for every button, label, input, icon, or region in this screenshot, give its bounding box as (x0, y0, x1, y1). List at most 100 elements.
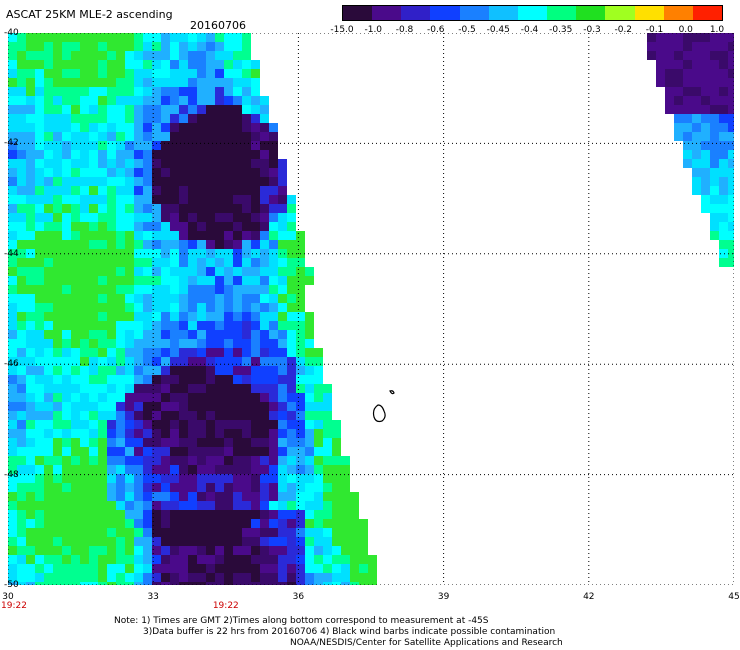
wind-cell (278, 285, 287, 294)
wind-cell (17, 294, 26, 303)
wind-cell (143, 114, 152, 123)
wind-cell (26, 249, 35, 258)
wind-cell (179, 330, 188, 339)
wind-cell (197, 87, 206, 96)
wind-cell (728, 87, 734, 96)
wind-cell (665, 105, 674, 114)
wind-cell (62, 60, 71, 69)
wind-cell (188, 150, 197, 159)
wind-cell (161, 276, 170, 285)
wind-cell (314, 510, 323, 519)
wind-cell (107, 483, 116, 492)
wind-cell (242, 447, 251, 456)
wind-cell (35, 60, 44, 69)
wind-cell (710, 123, 719, 132)
wind-cell (287, 258, 296, 267)
wind-cell (296, 501, 305, 510)
wind-cell (314, 474, 323, 483)
wind-cell (8, 321, 17, 330)
wind-cell (233, 285, 242, 294)
wind-cell (35, 114, 44, 123)
wind-cell (71, 303, 80, 312)
colorbar-segment (605, 6, 635, 20)
wind-cell (215, 258, 224, 267)
wind-cell (71, 249, 80, 258)
wind-cell (17, 438, 26, 447)
wind-cell (35, 267, 44, 276)
wind-cell (242, 438, 251, 447)
wind-cell (305, 510, 314, 519)
wind-cell (116, 267, 125, 276)
wind-cell (71, 78, 80, 87)
wind-cell (215, 420, 224, 429)
wind-cell (242, 312, 251, 321)
wind-cell (197, 213, 206, 222)
wind-cell (53, 123, 62, 132)
wind-cell (161, 195, 170, 204)
wind-cell (242, 150, 251, 159)
wind-cell (206, 51, 215, 60)
wind-cell (233, 78, 242, 87)
wind-cell (170, 123, 179, 132)
wind-cell (161, 285, 170, 294)
wind-cell (80, 285, 89, 294)
wind-cell (296, 492, 305, 501)
wind-cell (161, 375, 170, 384)
wind-cell (332, 492, 341, 501)
wind-cell (161, 168, 170, 177)
wind-cell (728, 240, 734, 249)
wind-cell (215, 285, 224, 294)
wind-cell (215, 393, 224, 402)
wind-cell (170, 402, 179, 411)
wind-cell (125, 141, 134, 150)
wind-cell (89, 321, 98, 330)
wind-cell (188, 465, 197, 474)
wind-cell (224, 132, 233, 141)
wind-cell (98, 96, 107, 105)
wind-cell (206, 456, 215, 465)
wind-cell (89, 555, 98, 564)
wind-cell (98, 87, 107, 96)
wind-cell (35, 321, 44, 330)
wind-cell (179, 483, 188, 492)
wind-cell (188, 366, 197, 375)
wind-cell (701, 123, 710, 132)
longitude-label: 42 (583, 592, 595, 602)
wind-cell (701, 69, 710, 78)
wind-cell (710, 204, 719, 213)
wind-cell (26, 546, 35, 555)
wind-cell (80, 186, 89, 195)
wind-cell (125, 573, 134, 582)
wind-cell (26, 348, 35, 357)
wind-cell (53, 33, 62, 42)
wind-cell (62, 204, 71, 213)
wind-cell (323, 528, 332, 537)
wind-cell (80, 519, 89, 528)
wind-cell (134, 411, 143, 420)
wind-cell (125, 51, 134, 60)
wind-cell (62, 105, 71, 114)
wind-cell (53, 456, 62, 465)
wind-cell (278, 456, 287, 465)
wind-cell (71, 258, 80, 267)
wind-cell (17, 528, 26, 537)
wind-cell (143, 123, 152, 132)
wind-cell (260, 375, 269, 384)
wind-cell (296, 528, 305, 537)
wind-cell (98, 546, 107, 555)
wind-cell (323, 402, 332, 411)
wind-cell (719, 231, 728, 240)
wind-cell (8, 159, 17, 168)
wind-cell (107, 492, 116, 501)
wind-cell (80, 465, 89, 474)
wind-cell (224, 321, 233, 330)
longitude-label: 36 (292, 592, 305, 602)
wind-cell (125, 456, 134, 465)
wind-cell (26, 510, 35, 519)
wind-cell (260, 294, 269, 303)
wind-cell (107, 366, 116, 375)
wind-cell (287, 276, 296, 285)
wind-cell (323, 420, 332, 429)
wind-cell (728, 123, 734, 132)
wind-cell (35, 402, 44, 411)
